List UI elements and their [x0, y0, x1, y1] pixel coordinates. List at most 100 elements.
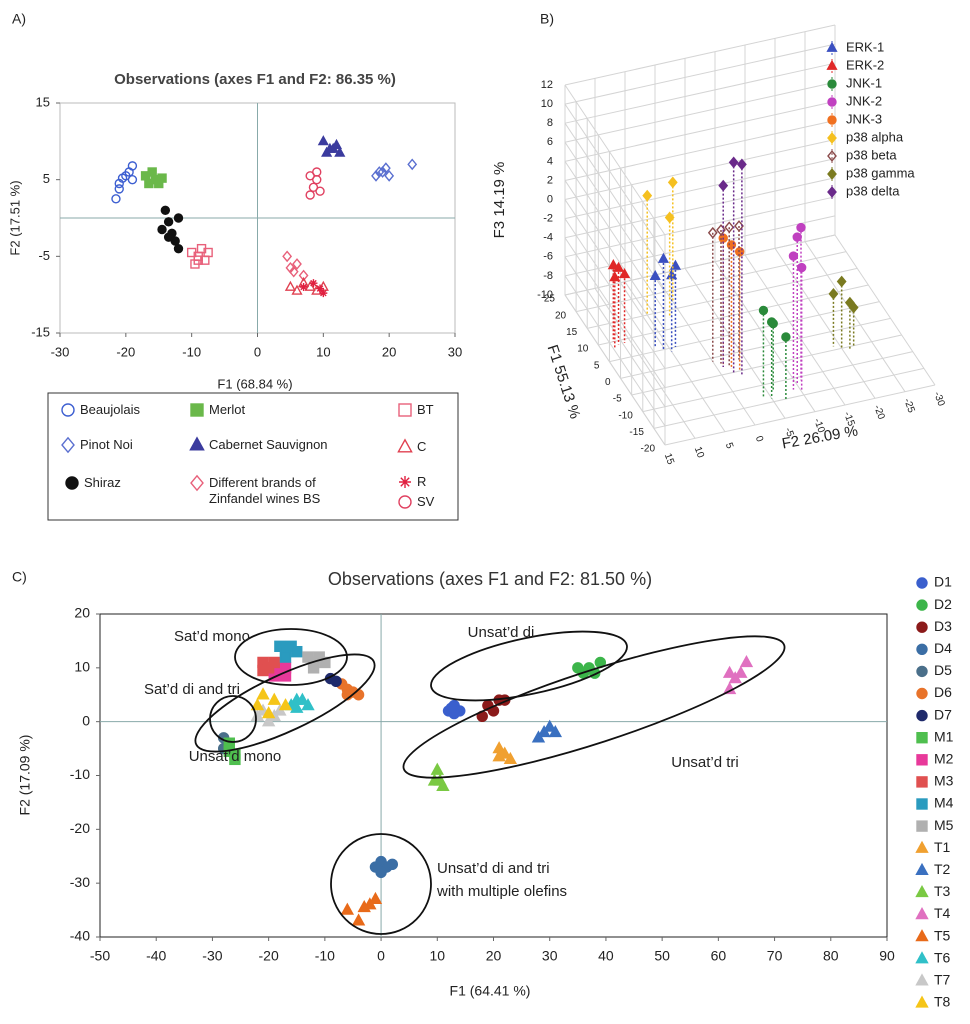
marker: [163, 232, 174, 242]
legend-marker: [916, 621, 928, 633]
legend-marker: [398, 495, 412, 509]
x-tick-label: -30: [51, 344, 70, 359]
legend-label: T6: [934, 949, 951, 965]
legend-label: T2: [934, 861, 951, 877]
grid-line: [564, 100, 836, 162]
marker: [282, 250, 293, 263]
x-tick-label: -30: [931, 390, 946, 408]
legend-label: D1: [934, 574, 952, 590]
legend-label: M5: [934, 817, 954, 833]
marker: [796, 262, 807, 273]
legend-marker: [915, 995, 929, 1008]
marker: [330, 675, 342, 687]
y-tick-label: 15: [566, 327, 578, 338]
legend-marker: [915, 973, 929, 986]
z-tick-label: -2: [543, 213, 553, 225]
marker: [111, 194, 121, 204]
x-tick-label: -20: [259, 948, 279, 964]
x-tick-label: 90: [879, 948, 895, 964]
y-tick-label: 0: [605, 377, 611, 388]
legend-marker: [915, 907, 929, 920]
marker: [278, 698, 293, 711]
marker: [279, 651, 292, 663]
annotation: Unsat’d mono: [189, 748, 282, 765]
marker: [407, 158, 418, 171]
legend-marker: [916, 798, 928, 810]
marker: [427, 773, 442, 786]
marker: [352, 689, 365, 701]
y-tick-label: -20: [641, 444, 656, 455]
marker: [312, 167, 322, 177]
marker: [268, 656, 280, 669]
marker: [291, 645, 303, 658]
z-tick-label: 0: [547, 193, 553, 205]
legend-marker: [397, 438, 413, 453]
annotation: Unsat’d di: [468, 624, 535, 641]
y-tick-label: 0: [82, 712, 90, 728]
marker: [315, 186, 325, 196]
x-tick-label: -10: [182, 344, 201, 359]
marker: [316, 284, 325, 293]
x-tick-label: 80: [823, 948, 839, 964]
legend-label: D4: [934, 640, 952, 656]
legend-marker: [916, 687, 928, 700]
marker: [796, 222, 806, 233]
marker: [377, 166, 388, 178]
panel-label: C): [12, 569, 27, 585]
x-tick-label: -10: [315, 948, 335, 964]
panel-label: A): [12, 11, 26, 27]
legend-label: p38 beta: [846, 147, 897, 162]
marker: [607, 259, 619, 270]
legend-marker: [827, 79, 837, 89]
grid-line: [564, 119, 836, 181]
x-tick-label: 5: [723, 441, 735, 450]
group-outline: [330, 833, 432, 935]
legend-marker: [916, 754, 928, 766]
legend-label: D6: [934, 684, 952, 700]
grid-line: [609, 301, 880, 363]
marker: [163, 217, 174, 227]
legend-label: ERK-1: [846, 39, 884, 54]
legend-marker: [398, 403, 412, 417]
marker: [319, 656, 331, 669]
x-tick-label: -30: [202, 948, 222, 964]
marker: [386, 858, 399, 871]
marker: [309, 279, 318, 288]
marker: [279, 670, 292, 682]
grid-line: [564, 24, 836, 86]
marker: [734, 665, 748, 678]
legend-marker: [916, 577, 928, 589]
grid-line: [564, 158, 836, 220]
marker: [157, 224, 167, 235]
legend-label: T8: [934, 994, 951, 1010]
legend-marker: [916, 820, 928, 832]
marker: [114, 184, 124, 194]
x-tick-label: 10: [316, 344, 330, 359]
panel-label: B): [540, 11, 554, 27]
legend-marker: [916, 709, 928, 722]
marker: [250, 698, 265, 711]
grid-line: [564, 196, 836, 258]
marker: [543, 719, 557, 732]
marker: [718, 179, 729, 192]
y-tick-label: -15: [31, 324, 50, 339]
legend-label: JNK-1: [846, 75, 882, 90]
grid-line: [576, 251, 847, 313]
marker: [298, 269, 309, 282]
grid-line: [564, 294, 666, 446]
grid-line: [653, 367, 924, 429]
x-tick-label: 70: [767, 948, 783, 964]
z-tick-label: 10: [541, 98, 553, 110]
z-tick-label: -8: [543, 270, 553, 282]
marker: [758, 305, 769, 316]
marker: [548, 724, 563, 738]
legend-label: D3: [934, 618, 952, 634]
marker: [445, 702, 458, 714]
legend-marker: [827, 186, 837, 198]
legend-box: [47, 392, 459, 521]
z-tick-label: -6: [543, 251, 553, 263]
legend-label: M4: [934, 795, 954, 811]
y-tick-label: -10: [618, 410, 633, 421]
marker: [722, 665, 737, 678]
